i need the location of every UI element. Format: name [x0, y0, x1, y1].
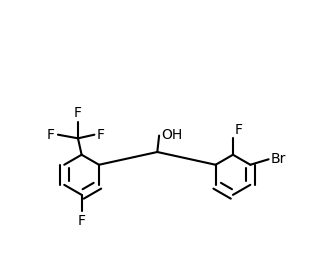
- Text: F: F: [235, 123, 243, 136]
- Text: OH: OH: [161, 128, 182, 142]
- Text: F: F: [78, 214, 86, 228]
- Text: F: F: [97, 128, 105, 142]
- Text: Br: Br: [271, 152, 286, 166]
- Text: F: F: [47, 128, 55, 142]
- Text: F: F: [74, 106, 82, 120]
